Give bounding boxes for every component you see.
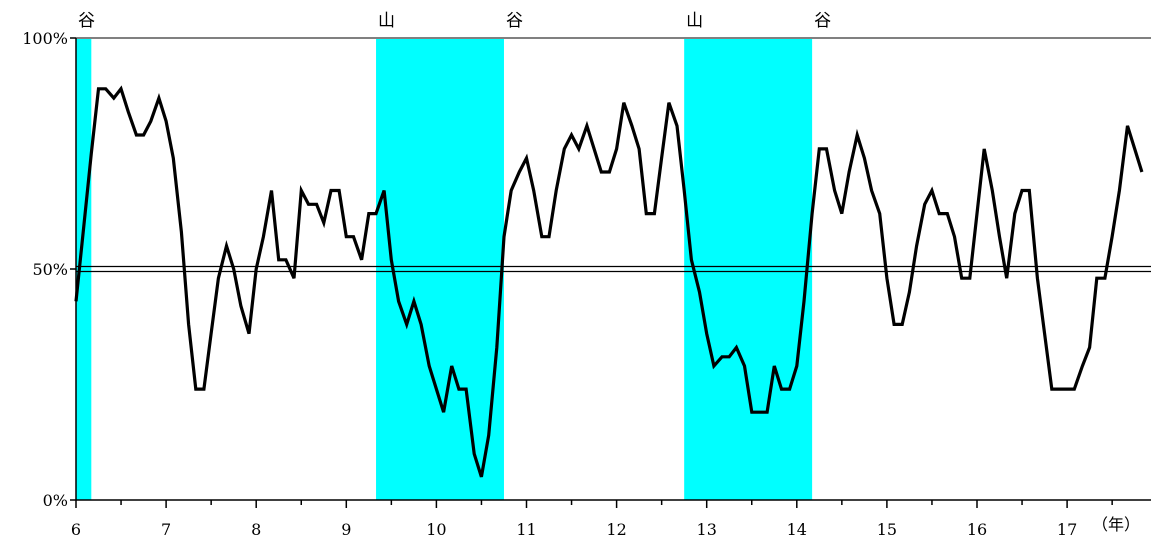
phase-marker-1: 山 [378,11,395,31]
shaded-period-2 [684,38,813,500]
axes [70,37,1151,508]
phase-marker-0: 谷 [78,11,95,31]
x-tick-label-9: 15 [877,520,897,539]
x-axis-label: （年） [1092,515,1140,534]
series-line-0 [74,85,1144,478]
series-layer [74,85,1144,478]
x-tick-label-2: 8 [251,520,261,539]
y-tick-label-0: 0% [43,491,68,510]
phase-marker-4: 谷 [814,11,831,31]
y-tick-label-1: 50% [32,260,68,279]
x-tick-label-3: 9 [341,520,351,539]
x-tick-label-1: 7 [161,520,171,539]
shaded-period-0 [76,38,92,500]
phase-marker-3: 山 [686,11,703,31]
x-tick-label-4: 10 [426,520,446,539]
x-tick-label-0: 6 [71,520,81,539]
x-tick-label-8: 14 [787,520,807,539]
y-tick-label-2: 100% [22,29,68,48]
x-tick-label-10: 16 [967,520,987,539]
x-tick-label-7: 13 [697,520,717,539]
x-tick-label-5: 11 [516,520,536,539]
shaded-period-1 [376,38,504,500]
labels: 0% 50% 100% 6 7 8 9 10 11 12 13 14 15 16 17 （年） 谷 山 谷 山 谷 [22,11,1140,539]
phase-marker-2: 谷 [506,11,523,31]
x-tick-label-11: 17 [1057,520,1077,539]
shaded-periods [76,38,813,500]
x-tick-label-6: 12 [606,520,626,539]
